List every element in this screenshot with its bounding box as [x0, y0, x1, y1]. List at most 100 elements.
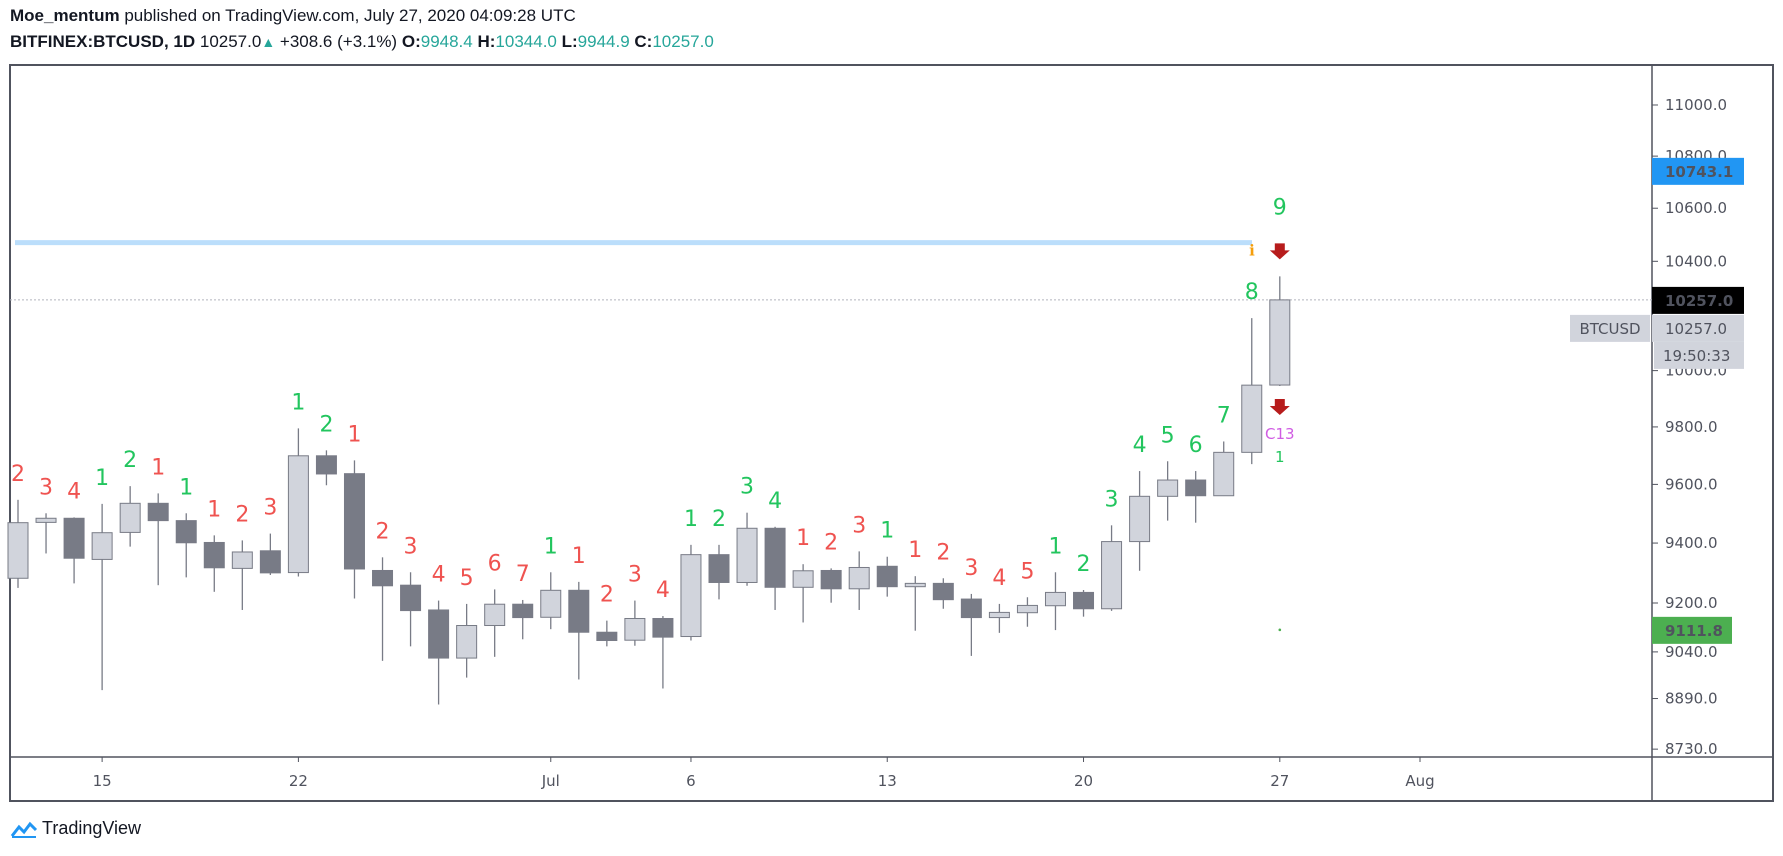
- drawings: i: [10, 240, 1652, 632]
- price-label-text: 10743.1: [1665, 163, 1733, 181]
- candle-down: [259, 550, 281, 574]
- symbol-label-box: [1570, 314, 1650, 342]
- x-tick-label: 15: [93, 772, 112, 790]
- candle-down: [428, 609, 450, 659]
- candle-up: [904, 582, 926, 588]
- symbol-name: BITFINEX:BTCUSD, 1D: [10, 32, 196, 51]
- td-count-label: 1: [95, 466, 109, 491]
- candle-up: [736, 527, 758, 583]
- time-axis[interactable]: 15 22 Jul 6 13 20 27 Aug: [93, 757, 1435, 790]
- candle-down: [568, 589, 590, 633]
- candle-up: [91, 532, 113, 560]
- td-count-label: 2: [936, 540, 950, 565]
- td-count-label: 1: [151, 455, 165, 480]
- y-tick-label: 9040.0: [1665, 643, 1718, 661]
- td-count-label: 4: [992, 566, 1006, 591]
- y-tick-label: 10600.0: [1665, 199, 1727, 217]
- author-name[interactable]: Moe_mentum: [10, 6, 120, 25]
- td-count-label: 3: [852, 513, 866, 538]
- high-value: 10344.0: [495, 32, 557, 51]
- sell-arrow-icon: [1269, 243, 1290, 260]
- td-count-label: 4: [67, 479, 81, 504]
- x-tick-label: Aug: [1405, 772, 1434, 790]
- td-count-label: 2: [600, 583, 614, 608]
- candle-up: [680, 554, 702, 638]
- candle-down: [400, 584, 422, 612]
- candle-up: [231, 551, 253, 569]
- price-label-text: 10257.0: [1665, 292, 1733, 310]
- td-count-label: 3: [404, 534, 418, 559]
- td-count-label: 6: [1189, 433, 1203, 458]
- candle-down: [764, 527, 786, 588]
- td-count-label: 1: [291, 390, 305, 415]
- ma-dot: [1278, 628, 1282, 632]
- td-count-label: 2: [235, 502, 249, 527]
- symbol-price: 10257.0: [1665, 320, 1727, 338]
- td-count-label: 1: [880, 519, 894, 544]
- td-count-label: 1: [179, 475, 193, 500]
- price-axis[interactable]: 11000.010800.010600.010400.010000.09800.…: [1652, 96, 1727, 758]
- candle-up: [1269, 299, 1291, 386]
- candle-up: [540, 589, 562, 618]
- candle-down: [512, 603, 534, 619]
- td-count-label: 2: [11, 462, 25, 487]
- candle-up: [988, 611, 1010, 619]
- td-count-label: 3: [740, 475, 754, 500]
- countdown-timer: 19:50:33: [1663, 347, 1730, 365]
- countdown-timer-box: [1654, 341, 1744, 369]
- td-count-label: 3: [964, 556, 978, 581]
- td-count-label: 2: [712, 507, 726, 532]
- td-count-label: 1: [796, 526, 810, 551]
- open-label: O:: [401, 32, 421, 51]
- td-count-label: 2: [376, 519, 390, 544]
- candle-down: [932, 582, 954, 601]
- y-tick-label: 9800.0: [1665, 418, 1718, 436]
- y-tick-label: 10400.0: [1665, 252, 1727, 270]
- td-count-label: 1: [207, 497, 221, 522]
- candle-down: [960, 598, 982, 619]
- candle-up: [287, 455, 309, 574]
- td-count-label: 3: [628, 563, 642, 588]
- x-tick-label: 22: [289, 772, 308, 790]
- td-count-label: 9: [1273, 195, 1287, 220]
- y-tick-label: 11000.0: [1665, 96, 1727, 114]
- td-count-label: 2: [1077, 552, 1091, 577]
- candles: [7, 276, 1291, 705]
- td-count-label: 8: [1245, 280, 1259, 305]
- td-count-label: 2: [824, 530, 838, 555]
- candle-up: [1101, 541, 1123, 610]
- td-count-label: 4: [432, 563, 446, 588]
- candle-down: [1073, 591, 1095, 610]
- candle-down: [147, 502, 169, 522]
- candle-up: [1241, 384, 1263, 453]
- candle-up: [7, 522, 29, 579]
- td-count-label: 3: [263, 496, 277, 521]
- symbol-legend: BITFINEX:BTCUSD, 1D 10257.0▲ +308.6 (+3.…: [10, 32, 714, 52]
- candle-down: [596, 631, 618, 642]
- candle-up: [1016, 604, 1038, 614]
- publish-info: Moe_mentum published on TradingView.com,…: [10, 6, 576, 26]
- td-count-label: 1: [1048, 534, 1062, 559]
- td-count-label: 1: [347, 422, 361, 447]
- y-tick-label: 9400.0: [1665, 534, 1718, 552]
- low-label: L:: [561, 32, 578, 51]
- open-value: 9948.4: [420, 32, 473, 51]
- price-labels: 10743.1 10257.0 9111.8 BTCUSD 10257.0 19:50:3…: [1570, 157, 1744, 644]
- y-tick-label: 8730.0: [1665, 740, 1718, 758]
- close-label: C:: [634, 32, 653, 51]
- td-count-label: 4: [656, 578, 670, 603]
- candle-up: [848, 566, 870, 590]
- candle-down: [1185, 479, 1207, 497]
- candle-down: [63, 517, 85, 559]
- candle-up: [1129, 495, 1151, 543]
- high-label: H:: [477, 32, 496, 51]
- price-label-text: 9111.8: [1665, 622, 1723, 640]
- candle-down: [175, 520, 197, 544]
- candle-down: [343, 473, 365, 570]
- logo-text: TradingView: [42, 818, 142, 838]
- candle-up: [1044, 591, 1066, 607]
- tradingview-logo[interactable]: TradingView: [10, 818, 141, 839]
- td-count-label: 4: [1133, 433, 1147, 458]
